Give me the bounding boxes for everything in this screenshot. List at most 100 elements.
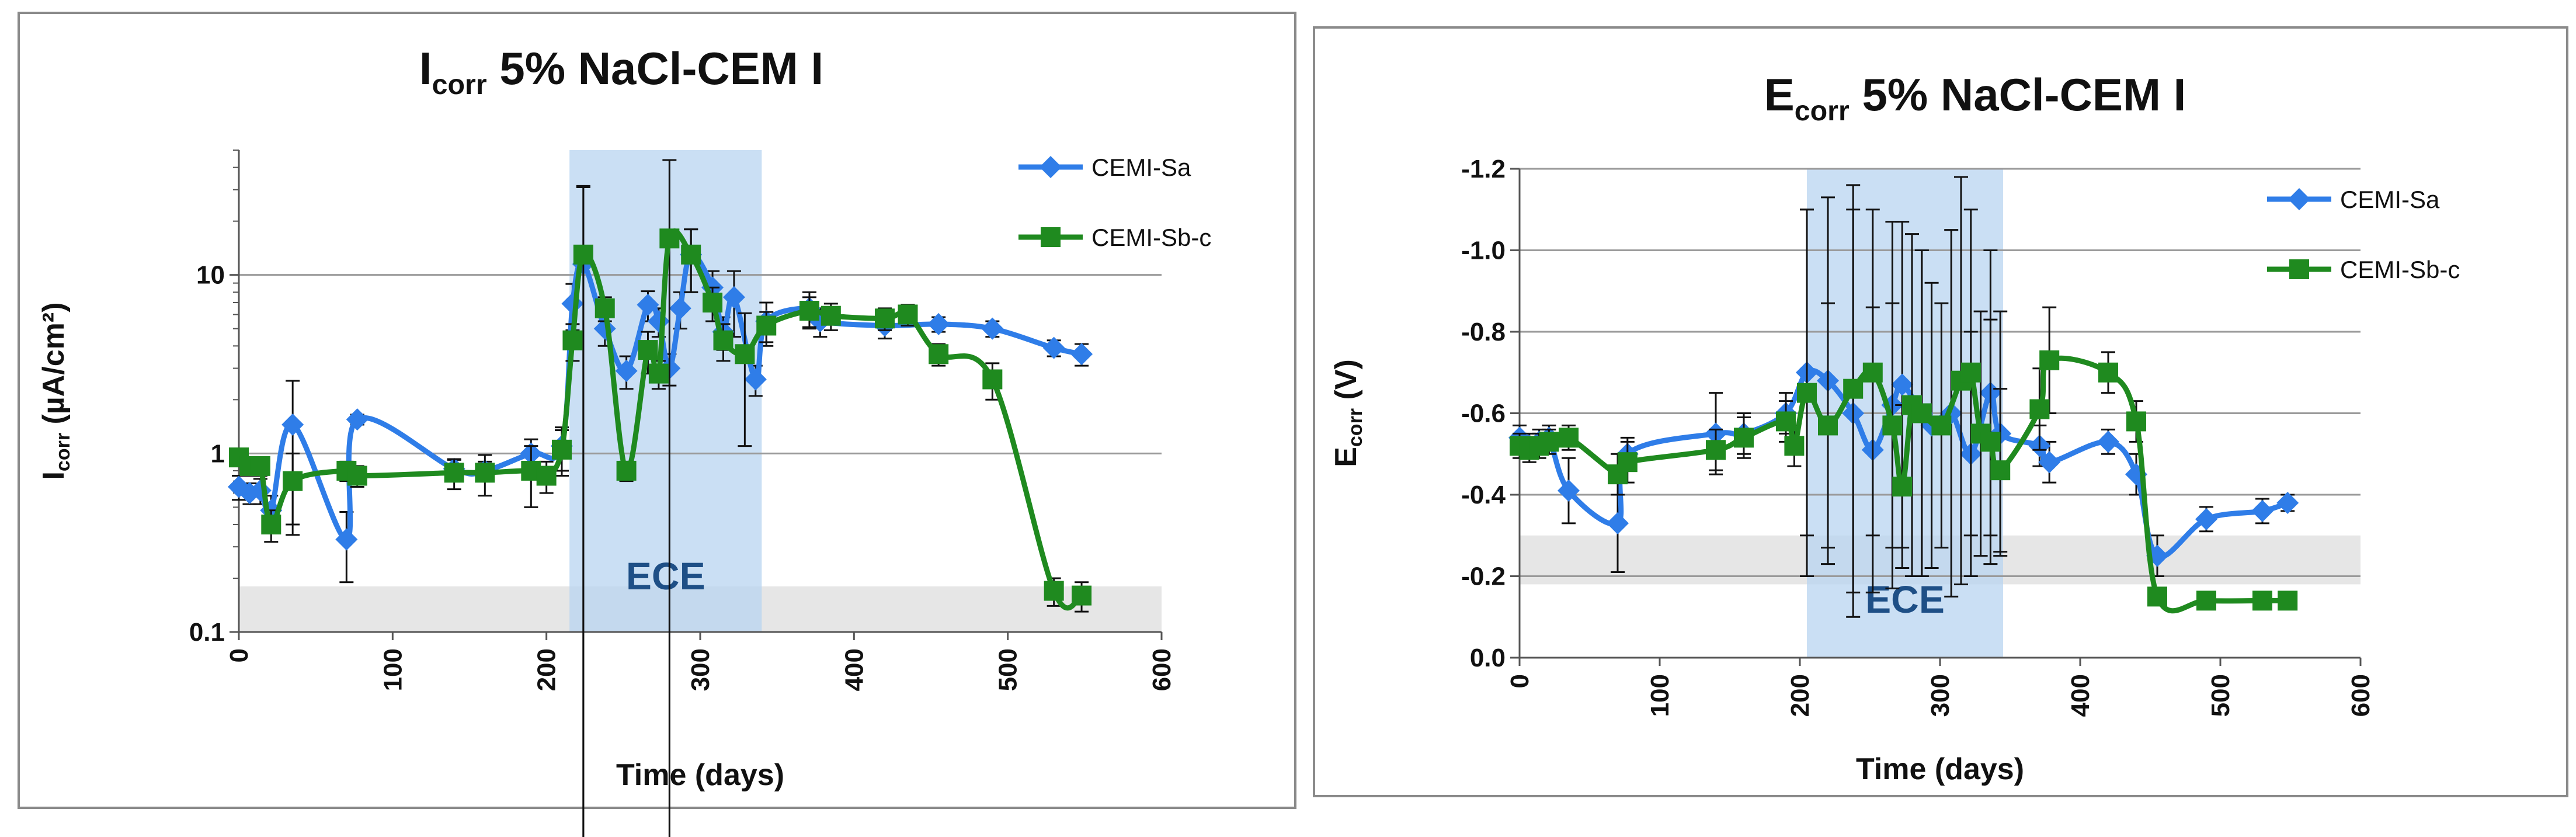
icorr-series-0-point xyxy=(744,368,767,391)
icorr-series-1-point xyxy=(713,330,733,350)
icorr-series-0-point xyxy=(1042,336,1065,359)
icorr-series-1-point xyxy=(1044,581,1064,601)
ecorr-series-1-point xyxy=(1734,428,1754,448)
ecorr-x-tick-label: 500 xyxy=(2206,674,2235,717)
ecorr-series-1-point xyxy=(1818,415,1838,436)
ecorr-series-0-point xyxy=(2251,499,2273,522)
ecorr-x-tick-label: 0 xyxy=(1506,674,1534,688)
ecorr-series-0-point xyxy=(2276,491,2299,514)
ecorr-x-axis-label: Time (days) xyxy=(1856,752,2024,786)
ecorr-series-1-point xyxy=(1617,452,1638,473)
ecorr-x-tick-label: 400 xyxy=(2066,674,2095,717)
icorr-series-1-legend-label: CEMI-Sb-c xyxy=(1091,224,1211,251)
icorr-x-tick-label: 400 xyxy=(840,648,868,691)
ecorr-series-1-point xyxy=(1539,432,1559,452)
ecorr-ece-label: ECE xyxy=(1865,578,1945,621)
icorr-series-1-point xyxy=(929,344,949,364)
icorr-series-0-point xyxy=(927,312,950,335)
ecorr-chart-title: Ecorr 5% NaCl-CEM I xyxy=(1764,69,2186,127)
ecorr-series-1-point xyxy=(2126,411,2146,432)
icorr-series-0-point xyxy=(593,317,616,340)
icorr-series-1-point xyxy=(595,298,615,318)
ecorr-series-1-legend-marker xyxy=(2289,259,2309,279)
ecorr-series-1-point xyxy=(1892,477,1913,497)
icorr-series-0-point xyxy=(615,359,638,382)
ecorr-series-1-point xyxy=(2147,586,2167,607)
ecorr-series-1-point xyxy=(2196,591,2216,611)
icorr-x-tick-label: 200 xyxy=(533,648,561,691)
icorr-x-tick-label: 600 xyxy=(1148,648,1176,691)
ecorr-x-tick-label: 300 xyxy=(1926,674,1955,717)
icorr-series-0-point xyxy=(335,528,358,551)
icorr-series-1-point xyxy=(573,244,593,265)
icorr-series-1-point xyxy=(875,308,895,329)
icorr-series-1-point xyxy=(616,460,637,481)
icorr-series-0-point xyxy=(346,408,369,431)
icorr-series-1-point xyxy=(552,439,572,460)
ecorr-series-0-point xyxy=(2195,508,2217,530)
ecorr-series-1-point xyxy=(1960,362,1981,383)
icorr-y-tick-label: 1 xyxy=(211,439,225,468)
icorr-series-0-point xyxy=(637,293,659,316)
icorr-series-0-point xyxy=(281,414,304,436)
ecorr-y-tick-label: -0.4 xyxy=(1461,481,1506,509)
icorr-series-1-point xyxy=(261,514,281,534)
icorr-x-tick-label: 300 xyxy=(686,648,715,691)
ecorr-y-tick-label: -1.2 xyxy=(1461,155,1506,183)
ecorr-x-tick-label: 600 xyxy=(2346,674,2375,717)
ecorr-series-0-legend-marker xyxy=(2288,188,2310,210)
ecorr-series-1-point xyxy=(1843,378,1864,399)
icorr-y-tick-label: 10 xyxy=(196,261,225,290)
ecorr-y-tick-label: -1.0 xyxy=(1461,237,1506,265)
icorr-series-1-point xyxy=(562,330,583,350)
icorr-series-1-point xyxy=(735,344,755,364)
icorr-ece-label: ECE xyxy=(626,554,705,598)
ecorr-y-axis-label: Ecorr (V) xyxy=(1329,359,1367,467)
ecorr-series-0-point xyxy=(1607,512,1629,534)
icorr-series-1-legend-marker xyxy=(1041,227,1061,247)
ecorr-series-0-legend-label: CEMI-Sa xyxy=(2340,186,2440,213)
icorr-series-1-point xyxy=(347,466,367,486)
ecorr-x-tick-label: 200 xyxy=(1786,674,1814,717)
ecorr-series-1-point xyxy=(1559,428,1579,448)
icorr-x-tick-label: 100 xyxy=(378,648,407,691)
icorr-x-axis-label: Time (days) xyxy=(616,758,784,792)
icorr-chart-panel: 0.1 1 10 0 100 200 300 400 500 600 ECE Icorr 5% NaC… xyxy=(18,12,1296,837)
icorr-x-tick-label: 0 xyxy=(225,648,253,662)
icorr-series-1-point xyxy=(250,456,270,476)
icorr-series-0-point xyxy=(722,286,745,308)
ecorr-y-tick-label: -0.8 xyxy=(1461,318,1506,346)
ecorr-series-1-point xyxy=(2278,591,2298,611)
icorr-series-1-point xyxy=(475,463,495,483)
ecorr-series-1-point xyxy=(2252,591,2272,611)
icorr-series-0-legend-label: CEMI-Sa xyxy=(1091,154,1191,181)
icorr-series-1-point xyxy=(756,315,777,336)
icorr-y-tick-label: 0.1 xyxy=(189,618,225,647)
ecorr-series-1-legend-label: CEMI-Sb-c xyxy=(2340,256,2460,283)
icorr-series-0-legend-marker xyxy=(1040,156,1062,178)
icorr-series-1-point xyxy=(821,305,841,326)
ecorr-chart: 0.0 -0.2 -0.4 -0.6 -0.8 -1.0 -1.2 0 100 200 300 400… xyxy=(1329,69,2460,786)
icorr-series-1-point xyxy=(638,340,658,360)
ecorr-series-1-point xyxy=(2039,350,2060,370)
ecorr-series-0-point xyxy=(2097,430,2119,453)
icorr-series-1-point xyxy=(703,293,723,313)
icorr-x-tick-label: 500 xyxy=(994,648,1023,691)
icorr-series-0-point xyxy=(981,317,1004,340)
icorr-series-1-point xyxy=(283,471,303,491)
ecorr-series-1-point xyxy=(1911,403,1932,423)
ecorr-y-tick-label: -0.2 xyxy=(1461,562,1506,591)
icorr-series-1-point xyxy=(444,463,464,483)
icorr-series-1-point xyxy=(1072,585,1092,606)
icorr-series-0-point xyxy=(1070,343,1093,366)
icorr-series-1-point xyxy=(898,304,918,325)
ecorr-series-1-point xyxy=(1980,432,2001,452)
ecorr-series-0-point xyxy=(2038,451,2061,474)
ecorr-series-1-point xyxy=(1882,415,1903,436)
icorr-series-1-point xyxy=(982,369,1003,390)
ecorr-series-1-point xyxy=(1776,411,1796,432)
icorr-series-1-point xyxy=(536,466,557,486)
icorr-series-1-point xyxy=(648,363,669,384)
icorr-chart-title: Icorr 5% NaCl-CEM I xyxy=(419,43,823,100)
ecorr-series-1-point xyxy=(1797,383,1817,403)
